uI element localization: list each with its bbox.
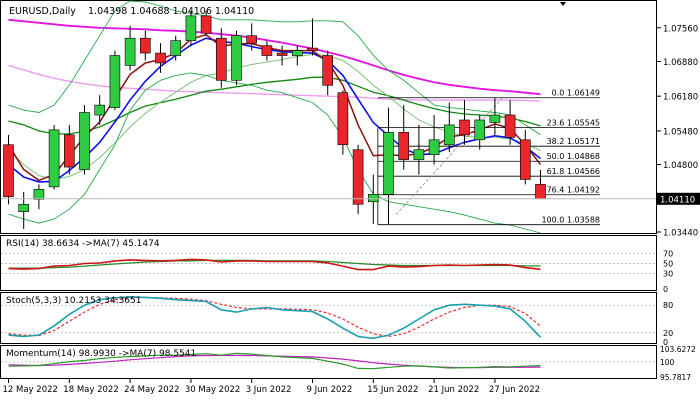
date-tick-label-7: 21 Jun 2022	[428, 385, 479, 395]
price-tick-label-3: 1.05480	[663, 127, 698, 137]
candle-body-0[interactable]	[3, 144, 14, 198]
fib-level-label-3: 50.0 1.04868	[547, 152, 600, 161]
candle-body-34[interactable]	[519, 139, 531, 180]
rsi-tick-label-3: 0	[663, 285, 668, 294]
fib-level-label-4: 61.8 1.04566	[547, 167, 600, 176]
date-tick-label-2: 24 May 2022	[124, 385, 179, 395]
candle-body-16[interactable]	[246, 35, 257, 44]
candle-body-3[interactable]	[48, 129, 60, 188]
ma-pink-line	[8, 64, 541, 102]
current-price-box	[657, 192, 700, 205]
candle-body-10[interactable]	[155, 52, 166, 64]
candle-body-23[interactable]	[352, 149, 364, 205]
candle-body-18[interactable]	[276, 52, 288, 56]
candle-body-2[interactable]	[33, 189, 45, 200]
bollinger-upper-line	[8, 0, 541, 136]
date-tick-label-1: 18 May 2022	[63, 385, 118, 395]
candle-body-29[interactable]	[443, 124, 455, 146]
fib-level-label-6: 100.0 1.03588	[541, 216, 600, 225]
momentum-lines: 103.6272 100 95.7817	[1, 345, 696, 382]
date-tick-label-6: 15 Jun 2022	[367, 385, 418, 395]
current-price-label: 1.04110	[660, 195, 695, 205]
price-tick-label-6: 1.03440	[663, 229, 698, 239]
candle-body-8[interactable]	[124, 37, 136, 66]
candle-body-25[interactable]	[383, 132, 394, 195]
candles[interactable]	[3, 10, 546, 230]
ma-blue-line	[7, 37, 541, 183]
candle-body-1[interactable]	[18, 203, 30, 212]
ma-green-line	[8, 76, 541, 135]
candle-body-4[interactable]	[64, 134, 75, 168]
candle-body-17[interactable]	[261, 45, 273, 56]
candle-body-28[interactable]	[428, 139, 440, 155]
candle-body-15[interactable]	[231, 35, 242, 81]
date-tick-label-5: 9 Jun 2022	[307, 385, 353, 395]
price-tick-label-0: 1.07560	[663, 24, 698, 34]
candle-body-32[interactable]	[489, 114, 501, 123]
fib-level-label-5: 76.4 1.04192	[547, 186, 600, 195]
candle-body-13[interactable]	[200, 15, 212, 34]
date-tick-label-4: 3 Jun 2022	[246, 385, 292, 395]
candle-body-21[interactable]	[322, 55, 334, 86]
ma-magenta-line	[8, 18, 541, 96]
fib-level-label-2: 38.2 1.05171	[547, 137, 600, 146]
candle-body-26[interactable]	[398, 132, 410, 160]
stoch-main-line	[8, 296, 542, 340]
candle-body-31[interactable]	[474, 119, 486, 141]
rsi-label: RSI(14) 38.6634 ->MA(7) 45.1474	[6, 239, 160, 249]
price-tick-label-1: 1.06880	[663, 58, 698, 68]
fib-level-label-0: 0.0 1.06149	[552, 89, 600, 98]
candle-body-22[interactable]	[337, 92, 349, 146]
mom-tick-label-2: 95.7817	[660, 373, 691, 382]
price-axis: 1.07560 1.06880 1.06180 1.05480 1.04800 1.041…	[1, 2, 700, 239]
candle-body-7[interactable]	[109, 55, 121, 108]
date-tick-label-0: 12 May 2022	[3, 385, 58, 395]
momentum-label: Momentum(14) 98.9930 ->MA(7) 98.5541	[6, 349, 196, 359]
stoch-tick-label-2: 0	[663, 338, 668, 347]
price-tick-label-4: 1.04800	[663, 161, 698, 171]
rsi-tick-label-1: 50	[663, 260, 673, 269]
candle-body-20[interactable]	[307, 47, 318, 51]
price-tick-label-2: 1.06180	[663, 93, 698, 103]
ohlc-label: 1.04398 1.04688 1.04106 1.04110	[88, 6, 254, 17]
bollinger-lower-line	[8, 72, 541, 234]
stochastic-pane[interactable]	[0, 292, 657, 344]
candle-body-35[interactable]	[535, 184, 546, 200]
stoch-tick-label-1: 20	[663, 329, 673, 338]
candle-body-19[interactable]	[291, 50, 303, 56]
fibonacci-levels: 0.0 1.06149 23.6 1.05545 38.2 1.05171 50.0 …	[377, 89, 600, 226]
fib-trend-line	[395, 97, 503, 215]
stoch-tick-label-0: 80	[663, 301, 673, 310]
rsi-line	[8, 258, 541, 271]
rsi-tick-label-0: 70	[663, 249, 673, 258]
mom-tick-label-0: 103.6272	[660, 345, 696, 354]
candle-body-14[interactable]	[216, 37, 227, 81]
candle-body-27[interactable]	[413, 149, 425, 160]
mom-tick-label-1: 100	[660, 358, 675, 367]
chart-title-label: EURUSD,Daily	[9, 6, 76, 17]
candle-body-30[interactable]	[459, 119, 470, 136]
candle-body-11[interactable]	[170, 40, 181, 56]
momentum-line	[8, 352, 541, 370]
date-tick-label-3: 30 May 2022	[185, 385, 240, 395]
candle-body-12[interactable]	[185, 15, 197, 41]
date-tick-label-8: 27 Jun 2022	[489, 385, 540, 395]
stochastic-label: Stoch(5,3,3) 10.2153 34.3651	[6, 296, 141, 306]
chart-shift-marker-icon	[560, 2, 566, 6]
date-axis: 12 May 2022 18 May 2022 24 May 2022 30 May …	[3, 379, 540, 395]
candle-body-6[interactable]	[94, 104, 105, 116]
candle-body-33[interactable]	[504, 114, 516, 138]
candle-body-5[interactable]	[79, 112, 90, 170]
candle-body-9[interactable]	[140, 37, 151, 54]
candle-body-24[interactable]	[367, 194, 379, 203]
rsi-tick-label-2: 30	[663, 270, 673, 279]
stochastic-lines: 80 200	[1, 296, 673, 347]
fib-level-label-1: 23.6 1.05545	[547, 119, 600, 128]
